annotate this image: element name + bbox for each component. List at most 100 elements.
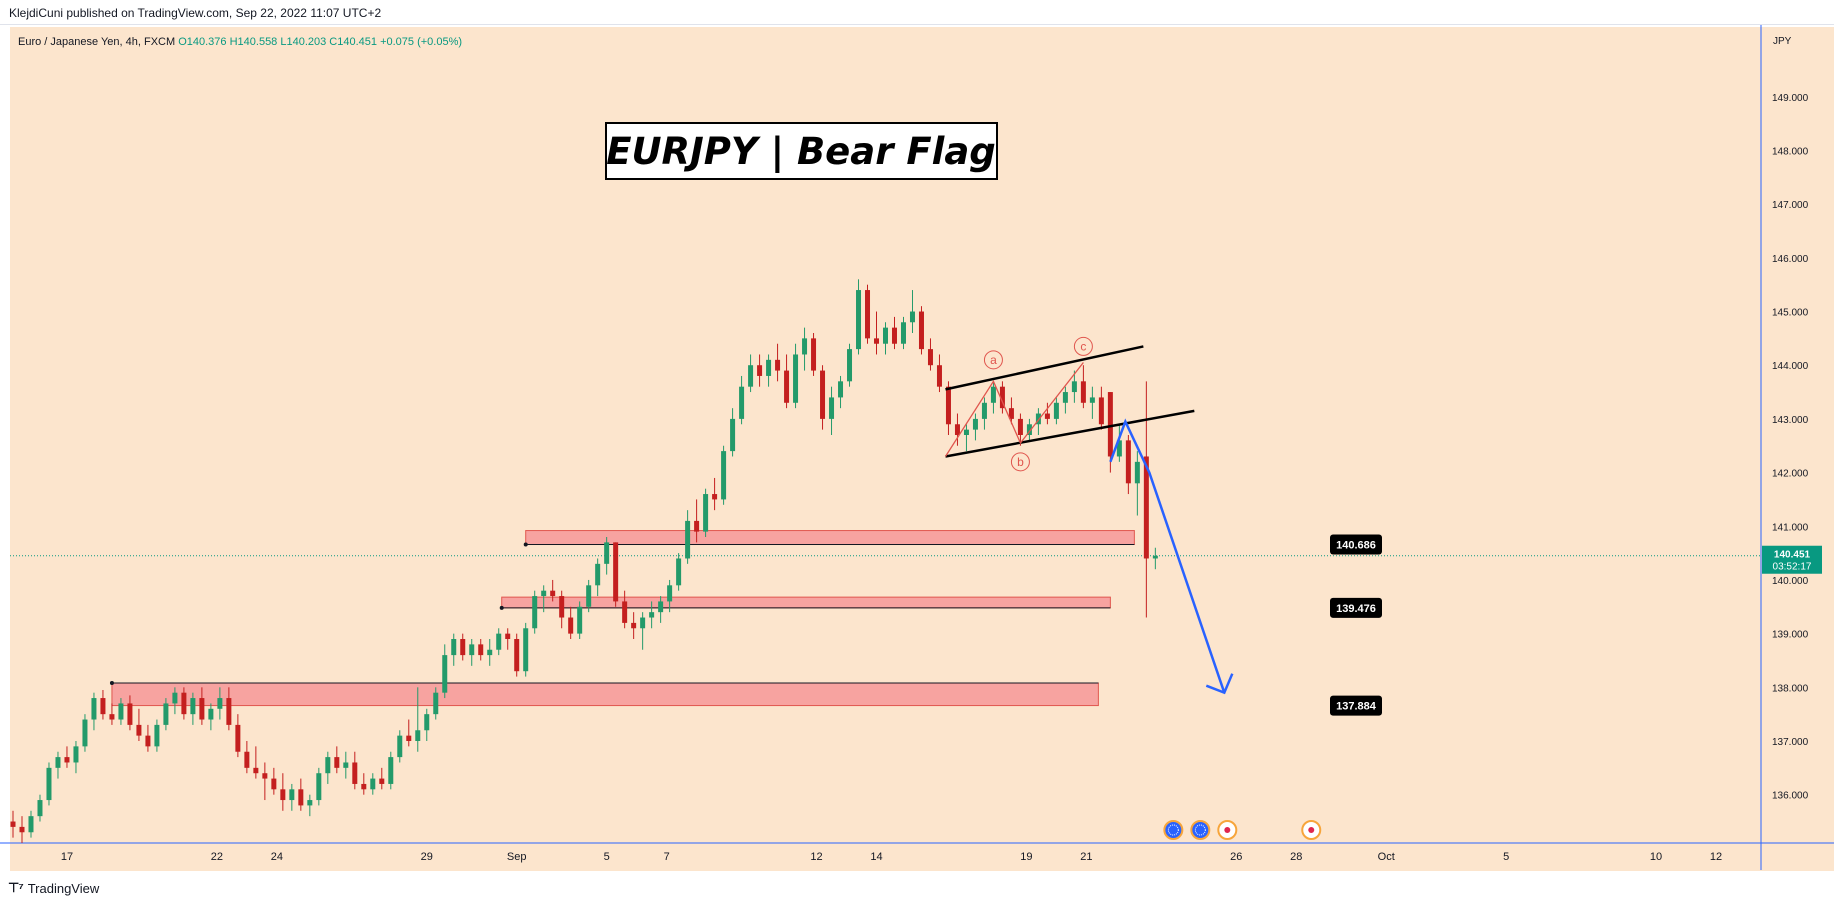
candle-body — [460, 639, 466, 656]
candle-body — [604, 542, 610, 564]
candle-body — [172, 692, 178, 704]
candle-body — [829, 397, 835, 419]
candle-body — [640, 617, 646, 629]
candle-body — [891, 327, 897, 344]
x-tick-label: Sep — [507, 851, 527, 863]
candle-body — [523, 628, 529, 672]
candle-body — [1044, 413, 1050, 419]
candle-body — [712, 494, 718, 500]
candle-body — [253, 767, 259, 774]
support-zone — [501, 596, 1111, 609]
candle-body — [1116, 440, 1122, 457]
candle-body — [1062, 392, 1068, 403]
y-tick-label: 139.000 — [1772, 630, 1809, 641]
candle-body — [163, 703, 169, 725]
candle-body — [478, 644, 484, 656]
publisher-line: KlejdiCuni published on TradingView.com,… — [9, 6, 382, 20]
x-tick-label: Oct — [1378, 851, 1395, 863]
candle-body — [936, 365, 942, 387]
candle-body — [802, 338, 808, 355]
candle-body — [505, 633, 511, 639]
candle-body — [64, 757, 70, 763]
candle-body — [1152, 555, 1158, 559]
candle-body — [262, 773, 268, 779]
candle-body — [334, 757, 340, 768]
y-tick-label: 140.000 — [1772, 576, 1809, 587]
zone-price-label-bg — [1330, 534, 1382, 555]
candle-body — [415, 730, 421, 741]
current-price-label: 140.451 — [1774, 550, 1811, 561]
footer-brand[interactable]: ⊤⁷ TradingView — [8, 880, 99, 896]
candle-body — [1080, 381, 1086, 403]
ohlc-high: H140.558 — [230, 36, 281, 48]
candle-body — [622, 601, 628, 623]
candle-body — [595, 563, 601, 586]
y-tick-label: 146.000 — [1772, 254, 1809, 265]
candle-body — [280, 789, 286, 801]
wave-label: b — [1017, 455, 1024, 469]
candle-body — [1143, 456, 1149, 559]
footer-brand-label: TradingView — [27, 880, 100, 896]
candle-body — [181, 692, 187, 715]
price-axis-background — [1761, 27, 1834, 843]
wave-label-circle — [1073, 336, 1093, 356]
x-tick-label: 24 — [271, 851, 283, 863]
currency-label: JPY — [1773, 36, 1792, 47]
candle-body — [145, 735, 151, 747]
candle-body — [856, 290, 862, 350]
candle-body — [109, 714, 115, 720]
zone-line-anchor — [499, 605, 504, 610]
candle-body — [199, 698, 205, 720]
x-tick-label: 29 — [421, 851, 433, 863]
candle-body — [361, 783, 367, 790]
flag-lower-line — [945, 409, 1195, 458]
zone-price-label: 140.686 — [1330, 534, 1382, 555]
candle-body — [676, 558, 682, 586]
candle-body — [289, 789, 295, 801]
x-tick-label: 12 — [1710, 851, 1722, 863]
wave-label-circle — [983, 350, 1003, 370]
time-axis-background — [10, 843, 1761, 871]
candle-body — [703, 494, 709, 532]
candle-body — [685, 520, 691, 559]
bar-countdown: 03:52:17 — [1773, 562, 1812, 573]
candle-body — [343, 762, 349, 768]
candle-body — [514, 639, 520, 672]
candle-body — [649, 612, 655, 618]
y-tick-label: 148.000 — [1772, 146, 1809, 157]
zone-line-anchor — [109, 681, 114, 686]
candle-body — [1035, 413, 1041, 425]
candle-body — [19, 826, 25, 833]
y-tick-label: 144.000 — [1772, 361, 1809, 372]
zone-price-label: 137.884 — [1330, 695, 1382, 716]
flag-upper-line — [945, 345, 1144, 391]
y-tick-label: 141.000 — [1772, 522, 1809, 533]
candle-body — [838, 381, 844, 398]
candle-body — [1026, 424, 1032, 435]
candle-body — [1017, 418, 1023, 435]
x-tick-label: 5 — [604, 851, 610, 863]
candle-body — [37, 800, 43, 817]
candle-body — [730, 418, 736, 452]
economic-event-dot-icon — [1301, 820, 1322, 840]
candle-body — [532, 596, 538, 629]
candle-body — [811, 338, 817, 371]
economic-event-globe-icon — [1190, 820, 1211, 840]
candle-body — [127, 703, 133, 725]
candle-body — [586, 585, 592, 607]
candle-body — [900, 322, 906, 344]
candle-body — [379, 778, 385, 784]
candle-body — [694, 520, 700, 532]
candle-body — [235, 724, 241, 752]
y-tick-label: 143.000 — [1772, 415, 1809, 426]
candle-body — [487, 649, 493, 656]
symbol-name: Euro / Japanese Yen, 4h, FXCM — [18, 36, 178, 48]
candle-body — [909, 311, 915, 323]
x-tick-label: 28 — [1290, 851, 1302, 863]
x-tick-label: 21 — [1080, 851, 1092, 863]
y-tick-label: 136.000 — [1772, 791, 1809, 802]
candle-body — [424, 714, 430, 731]
symbol-info: Euro / Japanese Yen, 4h, FXCM O140.376 H… — [18, 36, 462, 48]
